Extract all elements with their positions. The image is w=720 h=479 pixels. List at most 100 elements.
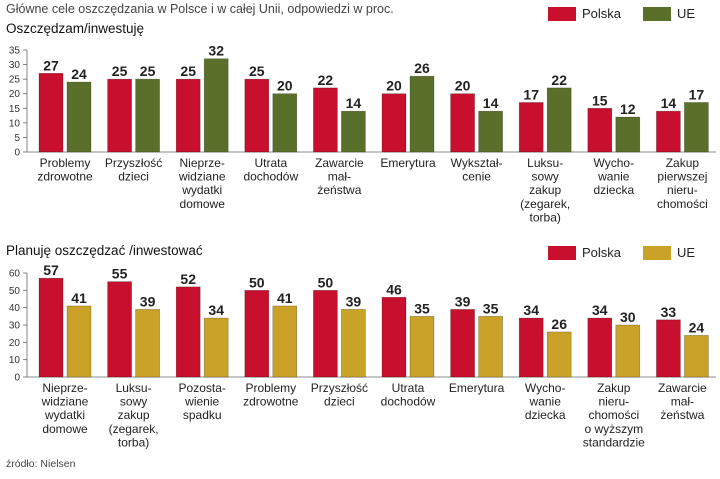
category-label: Przyszłość dzieci [105, 156, 162, 184]
data-label-polska: 17 [523, 86, 539, 102]
bar-ue [615, 324, 641, 378]
category-label: Zakup nieru-chomości o wyższym standardzie [583, 381, 645, 449]
category-label: Zawarcie mał-żeństwa [315, 156, 364, 197]
bar-ue [203, 317, 229, 378]
data-label-ue: 24 [71, 66, 87, 82]
bar-ue [135, 309, 160, 378]
data-label-polska: 34 [523, 302, 539, 318]
category-label: Wycho-wanie dziecka [593, 156, 634, 197]
y-tick-label: 25 [9, 75, 21, 86]
data-label-polska: 25 [112, 63, 128, 79]
y-tick-label: 50 [9, 286, 21, 297]
category-label: Utrata dochodów [243, 156, 298, 184]
chart-2-plans: 0 10 20 30 40 50 60 57 41 Nieprze-widziane wydatki… [9, 262, 716, 449]
bar-ue [409, 316, 435, 378]
data-label-ue: 26 [414, 60, 430, 76]
legend-label-polska: Polska [582, 6, 622, 21]
data-label-ue: 17 [689, 86, 705, 102]
data-label-ue: 24 [689, 319, 705, 335]
legend-swatch-polska [548, 245, 576, 260]
data-label-polska: 46 [386, 281, 402, 297]
bar-ue [66, 81, 92, 153]
bar-polska [381, 296, 407, 378]
data-label-polska: 50 [318, 274, 334, 290]
data-label-polska: 14 [661, 95, 677, 111]
bar-polska [175, 78, 201, 153]
chart-1-title: Oszczędzam/inwestuję [6, 21, 145, 36]
y-tick-label: 0 [14, 148, 20, 159]
chart-1-savings: 0 5 10 15 20 25 30 35 27 24 Problemy zdrowotne 25 25 P… [9, 43, 716, 224]
category-label: Zakup pierwszej nieru-chomości [657, 156, 708, 211]
category-label: Emerytura [449, 381, 505, 395]
bar-ue [341, 110, 366, 153]
data-label-polska: 52 [180, 271, 196, 287]
category-label: Przyszłość dzieci [311, 381, 368, 409]
data-label-polska: 25 [180, 63, 196, 79]
bar-ue [135, 78, 160, 153]
bar-polska [38, 73, 64, 153]
bar-ue [272, 305, 298, 378]
bar-ue [66, 305, 92, 378]
chart-2-title: Planuję oszczędzać /inwestować [6, 243, 203, 258]
page-title: Główne cele oszczędzania w Polsce i w ca… [6, 2, 394, 16]
category-label: Wycho-wanie dziecka [525, 381, 566, 422]
data-label-ue: 34 [208, 302, 224, 318]
bar-polska [107, 78, 132, 153]
bar-polska [313, 87, 338, 153]
bar-polska [450, 309, 475, 378]
y-tick-label: 30 [9, 60, 21, 71]
data-label-ue: 25 [140, 63, 156, 79]
category-label: Emerytura [380, 156, 436, 170]
data-label-polska: 57 [43, 262, 59, 278]
legend-swatch-ue [643, 245, 672, 260]
y-tick-label: 10 [9, 355, 21, 366]
data-label-polska: 33 [661, 304, 677, 320]
category-label: Pozosta-wienie spadku [179, 381, 226, 422]
y-tick-label: 30 [9, 321, 21, 332]
bar-polska [175, 286, 201, 378]
category-label: Problemy zdrowotne [243, 381, 299, 409]
data-label-polska: 27 [43, 57, 59, 73]
data-label-ue: 39 [346, 293, 362, 309]
data-label-ue: 41 [71, 290, 87, 306]
bar-polska [450, 93, 475, 153]
data-label-polska: 20 [386, 78, 402, 94]
legend-chart-1: Polska UE [548, 6, 695, 21]
legend-chart-2: Polska UE [548, 245, 695, 260]
bar-ue [478, 110, 503, 153]
bar-polska [244, 290, 270, 378]
data-label-ue: 14 [483, 95, 499, 111]
bar-polska [518, 317, 544, 378]
data-label-ue: 26 [551, 316, 567, 332]
category-label: Zawarcie mał-żeństwa [658, 381, 707, 422]
bar-ue [546, 87, 572, 153]
bar-polska [107, 281, 132, 378]
data-label-ue: 32 [208, 43, 224, 59]
legend-label-polska: Polska [582, 245, 622, 260]
category-label: Nieprze-widziane wydatki domowe [178, 156, 226, 211]
bar-ue [684, 102, 709, 153]
bar-ue [546, 331, 572, 378]
y-tick-label: 15 [9, 104, 21, 115]
data-label-polska: 15 [592, 92, 608, 108]
data-label-polska: 20 [455, 78, 471, 94]
y-tick-label: 60 [9, 269, 21, 280]
category-label: Utrata dochodów [381, 381, 436, 409]
data-label-ue: 35 [483, 300, 499, 316]
bar-polska [656, 110, 681, 153]
y-tick-label: 20 [9, 338, 21, 349]
bar-polska [244, 78, 270, 153]
data-label-ue: 20 [277, 78, 293, 94]
data-label-ue: 35 [414, 300, 430, 316]
y-tick-label: 0 [14, 373, 20, 384]
data-label-ue: 39 [140, 293, 156, 309]
bar-ue [272, 93, 298, 153]
data-label-polska: 50 [249, 274, 265, 290]
y-tick-label: 40 [9, 303, 21, 314]
bar-polska [587, 317, 613, 378]
bar-polska [38, 277, 64, 378]
category-label: Luksu-sowy zakup (zegarek, torba) [520, 156, 570, 224]
y-tick-label: 20 [9, 89, 21, 100]
data-label-ue: 30 [620, 309, 636, 325]
y-tick-label: 35 [9, 46, 21, 57]
